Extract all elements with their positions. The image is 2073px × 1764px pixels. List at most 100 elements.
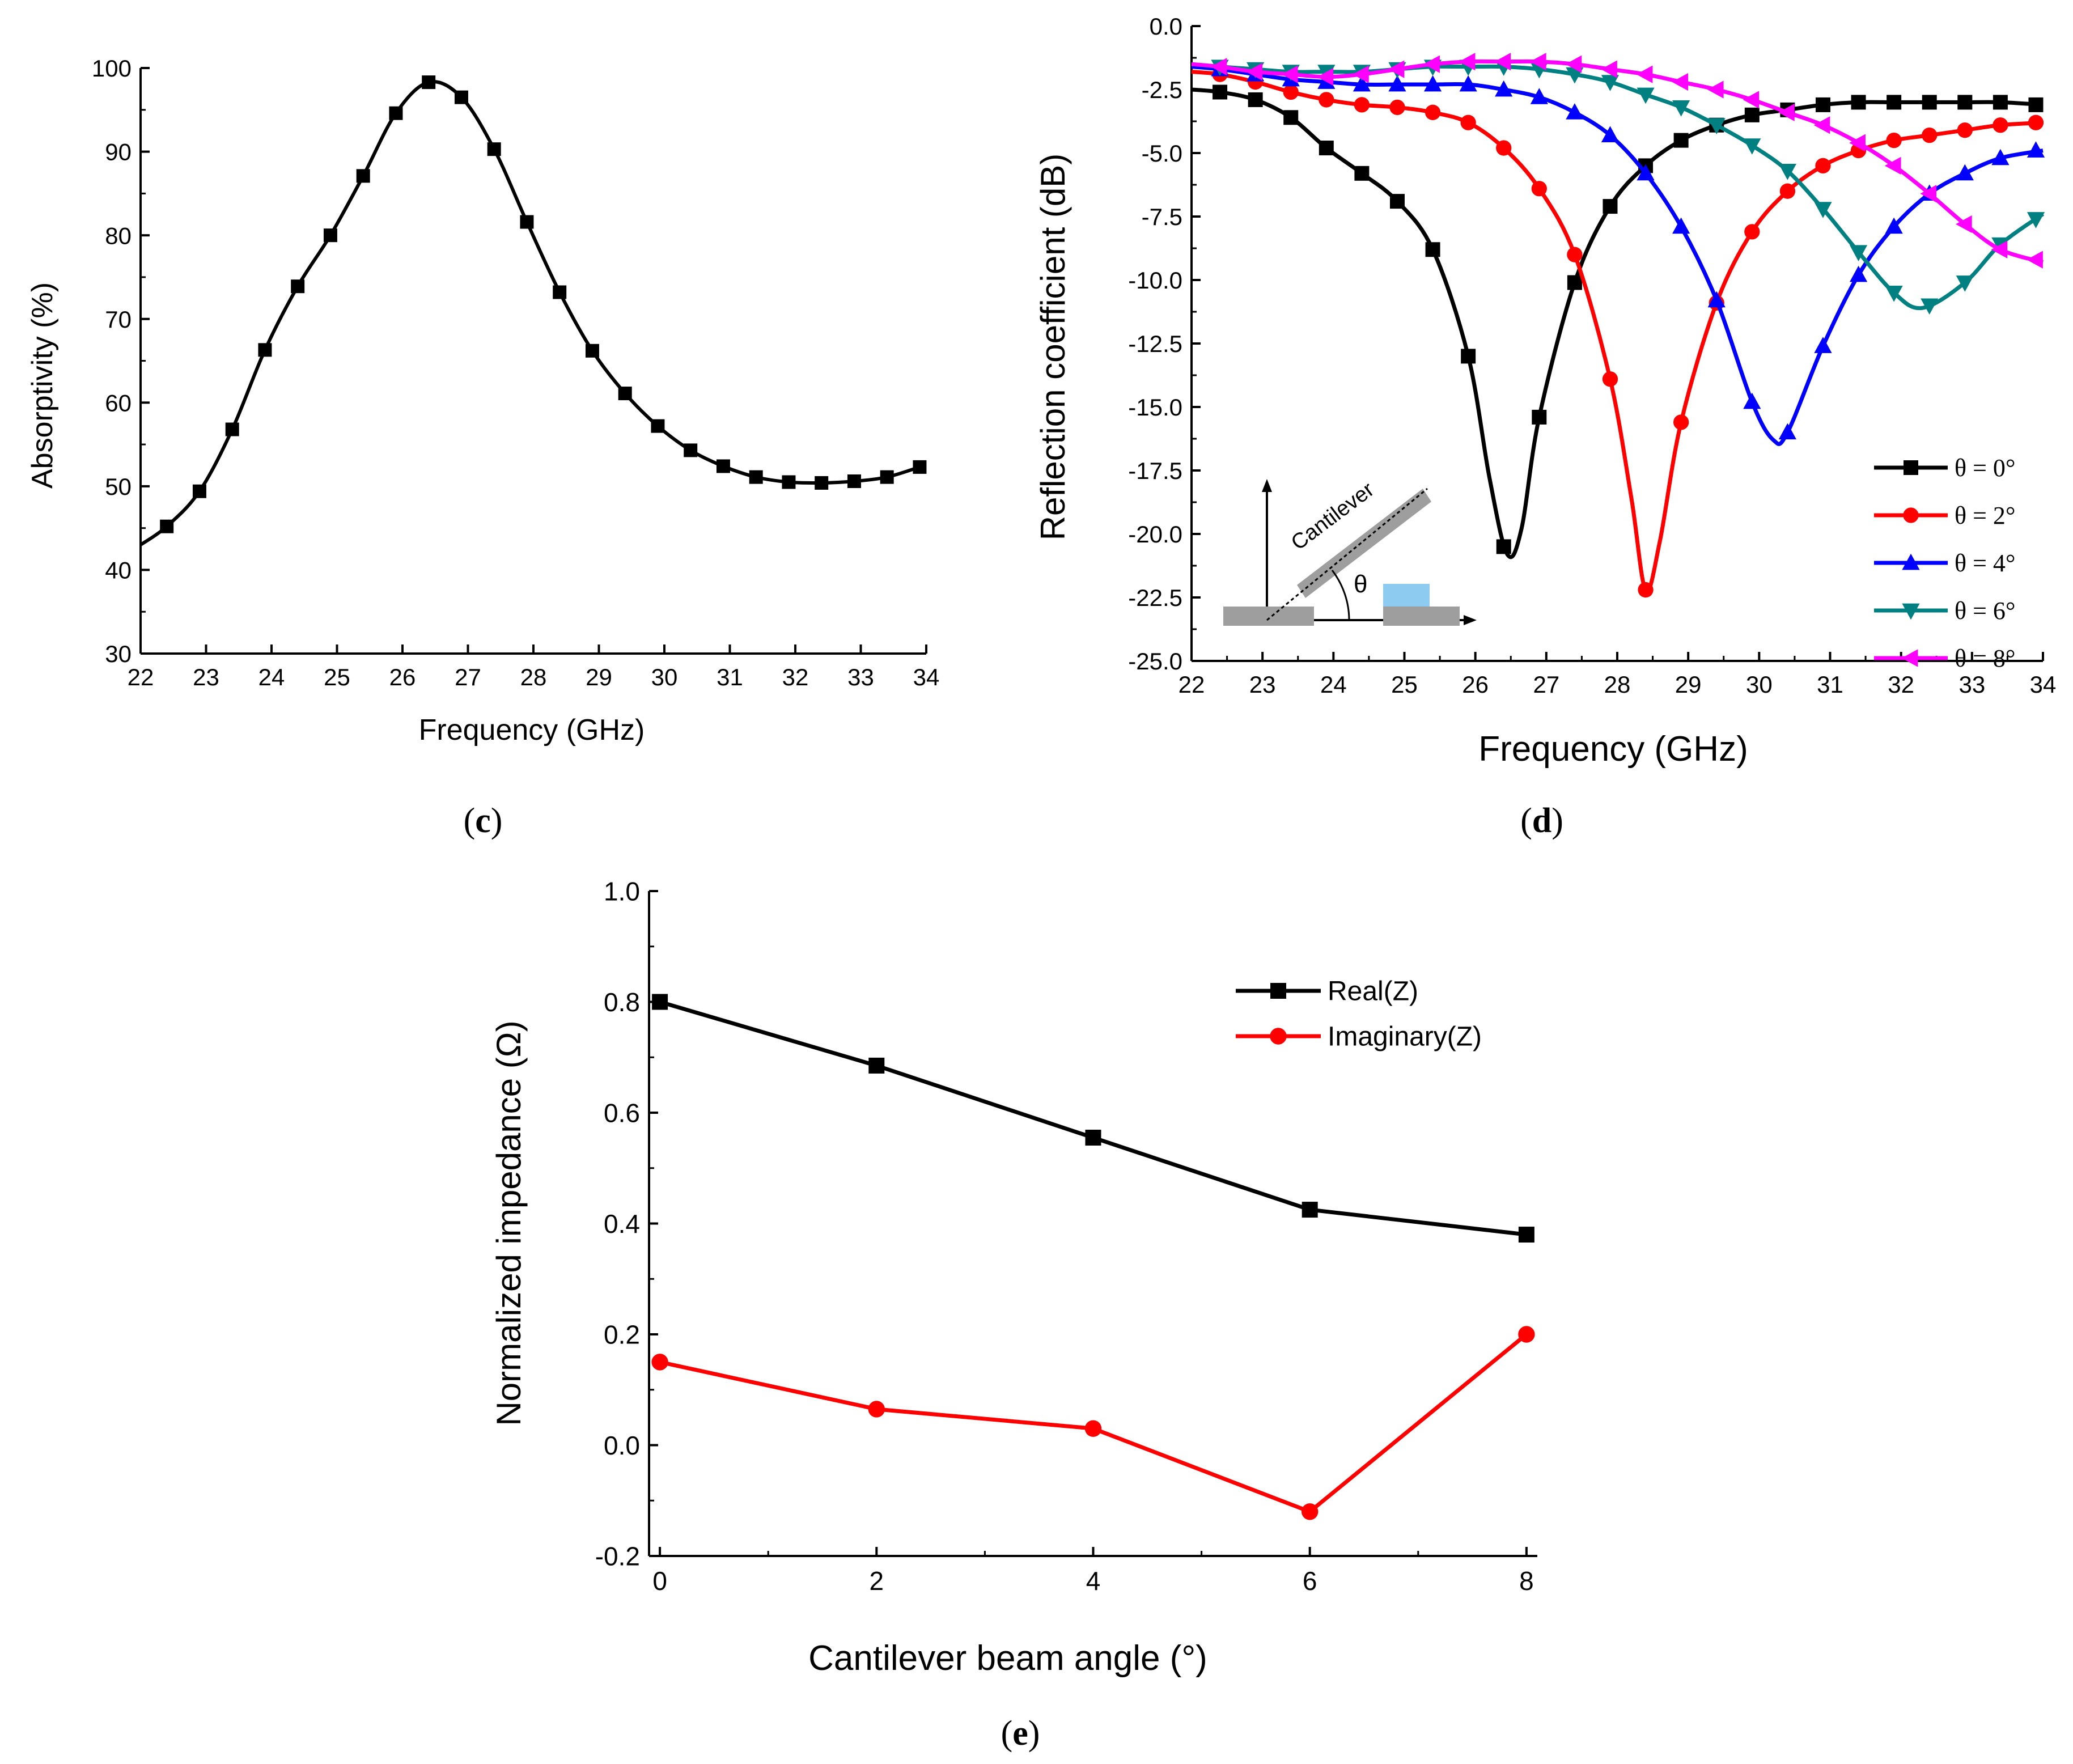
panel-c-absorptivity-chart: 22 23 24 25 26 27 28 29 30 31 32 33 34 30 40 50 60 70 80 90… [26, 55, 939, 840]
panel-d-series-0-point [1673, 133, 1689, 148]
panel-c-series-0-point [684, 443, 698, 457]
inset-vertical-arrowhead [1262, 479, 1272, 492]
panel-d-y-tick-label: -7.5 [1142, 203, 1182, 230]
panel-e-series-0-point [868, 1057, 885, 1074]
panel-c-x-tick-label: 22 [128, 664, 154, 690]
panel-d-reflection-chart: 22 23 24 25 26 27 28 29 30 31 32 33 34 0.0 -2.5 -5.0 -7.… [1034, 13, 2056, 840]
panel-c-y-tick-label: 90 [105, 139, 132, 166]
panel-d-series-1-point [1496, 140, 1512, 156]
panel-c-series-0-point [422, 75, 436, 90]
panel-d-series-3-point [1921, 298, 1939, 315]
panel-d-series-2-point [1637, 164, 1655, 181]
panel-e-caption: (e) [1001, 1714, 1040, 1753]
panel-e-x-tick-label: 4 [1086, 1566, 1101, 1596]
panel-d-series-4 [1191, 53, 2044, 269]
panel-d-series-4-point [1530, 53, 1546, 71]
panel-d-plot-area: 22 23 24 25 26 27 28 29 30 31 32 33 34 0.0 -2.5 -5.0 -7.… [1128, 13, 2056, 698]
panel-d-series-1-point [1531, 181, 1547, 197]
panel-d-series-4-point [1353, 65, 1369, 83]
panel-d-y-tick-label: -22.5 [1128, 584, 1182, 611]
panel-e-x-tick-label: 0 [652, 1566, 667, 1596]
panel-d-series-4-line [1191, 59, 2044, 265]
panel-c-series-0-point [585, 344, 599, 358]
panel-d-series-0-point [1248, 92, 1263, 107]
panel-d-series-2-point [1601, 126, 1620, 142]
panel-d-series-1-point [1389, 99, 1405, 116]
panel-d-y-tick-label: -10.0 [1128, 267, 1182, 294]
panel-d-series-4-point [1920, 185, 1937, 203]
panel-c-x-tick-label: 30 [651, 664, 678, 690]
panel-d-series-0-point [1461, 349, 1476, 364]
panel-c-series-0-point [618, 387, 632, 401]
panel-d-series-0-point [1922, 95, 1937, 110]
panel-d-x-tick-label: 29 [1675, 671, 1702, 698]
panel-d-y-axis-label: Reflection coefficient (dB) [1034, 154, 1072, 541]
panel-d-series-4-point [1210, 58, 1227, 76]
panel-e-y-tick-label: -0.2 [595, 1542, 640, 1571]
panel-d-series-1-point [1602, 371, 1618, 387]
panel-c-x-tick-label: 32 [782, 664, 809, 690]
panel-d-series-1-point [1779, 183, 1796, 199]
panel-e-legend-label-0: Real(Z) [1328, 976, 1418, 1006]
panel-d-series-3-point [1707, 118, 1726, 134]
panel-d-series-2-point [2027, 141, 2045, 158]
panel-e-series-0-point [1085, 1129, 1101, 1146]
panel-d-series-2-point [1956, 164, 1974, 181]
panel-d-x-tick-label: 34 [2030, 671, 2057, 698]
panel-d-series-0-point [1354, 166, 1370, 181]
panel-d-series-3-point [1849, 245, 1868, 261]
panel-c-series-0-point [291, 279, 305, 294]
panel-c-x-axis-label: Frequency (GHz) [419, 714, 645, 747]
inset-left-anchor [1223, 607, 1314, 626]
panel-d-series-4-point [1459, 53, 1476, 71]
panel-d-series-2-point [1743, 392, 1761, 409]
panel-d-legend-label-1: θ = 2° [1955, 502, 2016, 529]
panel-d-x-tick-label: 25 [1391, 671, 1418, 698]
panel-d-x-axis-label: Frequency (GHz) [1478, 730, 1748, 769]
panel-d-series-1-point [2028, 115, 2044, 130]
panel-e-y-tick-label: 1.0 [604, 877, 640, 906]
panel-d-series-1-point [1673, 414, 1689, 430]
panel-c-series-0-point [323, 228, 337, 243]
panel-d-series-0-point [1389, 194, 1405, 209]
panel-d-series-3-point [2027, 212, 2045, 228]
inset-horizontal-arrowhead [1464, 615, 1477, 625]
panel-d-series-4-point [2027, 251, 2043, 269]
panel-d-series-1-point [1283, 84, 1299, 100]
panel-c-series-0-point [192, 484, 206, 498]
panel-c-y-axis-label: Absorptivity (%) [26, 282, 59, 489]
panel-c-y-tick-label: 40 [105, 557, 132, 584]
panel-d-y-tick-label: -15.0 [1128, 394, 1182, 421]
panel-c-series-0 [139, 75, 927, 546]
inset-cantilever-beam [1297, 489, 1431, 598]
panel-d-x-tick-label: 31 [1817, 671, 1843, 698]
panel-d-series-0-point [1283, 110, 1299, 125]
panel-d-series-2-point [1495, 80, 1513, 97]
panel-d-y-tick-label: -2.5 [1142, 77, 1182, 103]
panel-d-series-4-point [1707, 80, 1724, 99]
panel-c-x-tick-label: 34 [913, 664, 940, 690]
panel-d-series-2-point [1814, 337, 1832, 353]
panel-d-series-2-point [1423, 75, 1442, 92]
panel-e-y-tick-label: 0.2 [604, 1320, 640, 1350]
panel-c-series-0-point [716, 459, 730, 473]
panel-d-y-tick-label: -12.5 [1128, 330, 1182, 357]
panel-d-cantilever-inset: Cantilever θ [1223, 477, 1477, 626]
panel-d-y-tick-label: -17.5 [1128, 457, 1182, 484]
panel-d-series-2-point [1530, 88, 1548, 104]
panel-e-plot-area: 0 2 4 6 8 -0.2 0.0 0.2 0.4 0.6 0.8 1.0 [595, 877, 1537, 1596]
panel-d-series-2-point [1672, 217, 1690, 234]
panel-c-y-tick-label: 50 [105, 473, 132, 500]
panel-c-series-0-line [139, 80, 921, 546]
panel-d-series-4-point [1778, 103, 1795, 121]
panel-c-series-0-point [258, 343, 272, 357]
panel-e-y-tick-label: 0.6 [604, 1099, 640, 1128]
panel-c-x-tick-label: 25 [324, 664, 350, 690]
panel-d-x-tick-label: 27 [1533, 671, 1559, 698]
panel-c-x-tick-label: 33 [847, 664, 874, 690]
panel-c-series-0-point [880, 470, 894, 484]
panel-d-legend-label-4: θ = 8° [1955, 644, 2016, 672]
panel-e-y-tick-label: 0.4 [604, 1209, 640, 1239]
panel-d-series-3-point [1672, 100, 1690, 117]
panel-c-x-tick-label: 24 [258, 664, 285, 690]
